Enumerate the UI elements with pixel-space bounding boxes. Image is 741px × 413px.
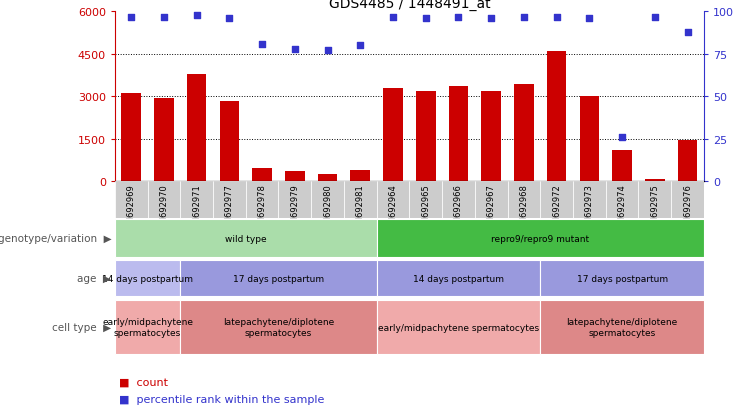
Text: repro9/repro9 mutant: repro9/repro9 mutant [491, 234, 589, 243]
FancyBboxPatch shape [442, 182, 475, 219]
Point [158, 14, 170, 21]
Text: latepachytene/diplotene
spermatocytes: latepachytene/diplotene spermatocytes [223, 318, 334, 337]
FancyBboxPatch shape [115, 260, 180, 297]
Text: ■  count: ■ count [119, 377, 167, 387]
Point [224, 16, 236, 22]
Text: GSM692975: GSM692975 [651, 183, 659, 234]
Text: wild type: wild type [225, 234, 267, 243]
Text: GSM692964: GSM692964 [388, 183, 397, 234]
Point [190, 12, 202, 19]
Point [387, 14, 399, 21]
Point [420, 16, 432, 22]
Text: GSM692971: GSM692971 [192, 183, 201, 234]
FancyBboxPatch shape [376, 220, 704, 257]
FancyBboxPatch shape [115, 182, 147, 219]
FancyBboxPatch shape [180, 182, 213, 219]
Text: 14 days postpartum: 14 days postpartum [102, 274, 193, 283]
FancyBboxPatch shape [147, 182, 180, 219]
Point [322, 48, 333, 55]
FancyBboxPatch shape [115, 301, 180, 354]
Bar [448, 87, 468, 182]
Text: GSM692979: GSM692979 [290, 183, 299, 234]
Text: GSM692981: GSM692981 [356, 183, 365, 234]
Bar [514, 84, 534, 182]
FancyBboxPatch shape [409, 182, 442, 219]
Point [682, 29, 694, 36]
FancyBboxPatch shape [180, 301, 376, 354]
Bar [579, 97, 599, 182]
Bar [252, 169, 272, 182]
FancyBboxPatch shape [475, 182, 508, 219]
FancyBboxPatch shape [540, 182, 573, 219]
FancyBboxPatch shape [279, 182, 311, 219]
FancyBboxPatch shape [671, 182, 704, 219]
Bar [645, 180, 665, 182]
Text: early/midpachytene spermatocytes: early/midpachytene spermatocytes [378, 323, 539, 332]
Point [649, 14, 661, 21]
Bar [219, 101, 239, 182]
FancyBboxPatch shape [540, 301, 704, 354]
FancyBboxPatch shape [180, 260, 376, 297]
Bar [416, 91, 436, 182]
Text: cell type  ▶: cell type ▶ [52, 322, 111, 332]
Bar [318, 175, 337, 182]
FancyBboxPatch shape [376, 182, 409, 219]
Bar [285, 172, 305, 182]
Point [485, 16, 497, 22]
Bar [383, 89, 403, 182]
Text: GSM692967: GSM692967 [487, 183, 496, 234]
Text: ■  percentile rank within the sample: ■ percentile rank within the sample [119, 394, 324, 404]
FancyBboxPatch shape [639, 182, 671, 219]
Text: GSM692965: GSM692965 [422, 183, 431, 234]
Bar [350, 171, 370, 182]
Text: GSM692977: GSM692977 [225, 183, 234, 234]
Bar [547, 52, 566, 182]
Text: GSM692969: GSM692969 [127, 183, 136, 234]
Bar [612, 151, 632, 182]
Point [617, 134, 628, 141]
Point [256, 41, 268, 48]
Bar [187, 74, 207, 182]
Point [453, 14, 465, 21]
Title: GDS4485 / 1448491_at: GDS4485 / 1448491_at [328, 0, 491, 12]
Text: GSM692974: GSM692974 [618, 183, 627, 234]
Point [354, 43, 366, 50]
FancyBboxPatch shape [344, 182, 376, 219]
Text: GSM692968: GSM692968 [519, 183, 528, 234]
Bar [678, 141, 697, 182]
Text: GSM692966: GSM692966 [454, 183, 463, 234]
Text: 17 days postpartum: 17 days postpartum [576, 274, 668, 283]
Point [125, 14, 137, 21]
FancyBboxPatch shape [376, 260, 540, 297]
Text: early/midpachytene
spermatocytes: early/midpachytene spermatocytes [102, 318, 193, 337]
FancyBboxPatch shape [213, 182, 246, 219]
Text: genotype/variation  ▶: genotype/variation ▶ [0, 233, 111, 244]
Point [583, 16, 595, 22]
Bar [482, 91, 501, 182]
FancyBboxPatch shape [540, 260, 704, 297]
FancyBboxPatch shape [115, 220, 376, 257]
FancyBboxPatch shape [246, 182, 279, 219]
Text: GSM692970: GSM692970 [159, 183, 168, 234]
FancyBboxPatch shape [376, 301, 540, 354]
FancyBboxPatch shape [508, 182, 540, 219]
FancyBboxPatch shape [573, 182, 605, 219]
Text: age  ▶: age ▶ [77, 273, 111, 283]
Text: 17 days postpartum: 17 days postpartum [233, 274, 324, 283]
Text: latepachytene/diplotene
spermatocytes: latepachytene/diplotene spermatocytes [567, 318, 678, 337]
Text: GSM692980: GSM692980 [323, 183, 332, 234]
Text: GSM692978: GSM692978 [258, 183, 267, 234]
Point [551, 14, 562, 21]
Bar [154, 98, 173, 182]
Point [518, 14, 530, 21]
FancyBboxPatch shape [311, 182, 344, 219]
Text: GSM692976: GSM692976 [683, 183, 692, 234]
FancyBboxPatch shape [605, 182, 639, 219]
Text: 14 days postpartum: 14 days postpartum [413, 274, 504, 283]
Bar [122, 94, 141, 182]
Text: GSM692972: GSM692972 [552, 183, 561, 234]
Point [289, 46, 301, 53]
Text: GSM692973: GSM692973 [585, 183, 594, 234]
